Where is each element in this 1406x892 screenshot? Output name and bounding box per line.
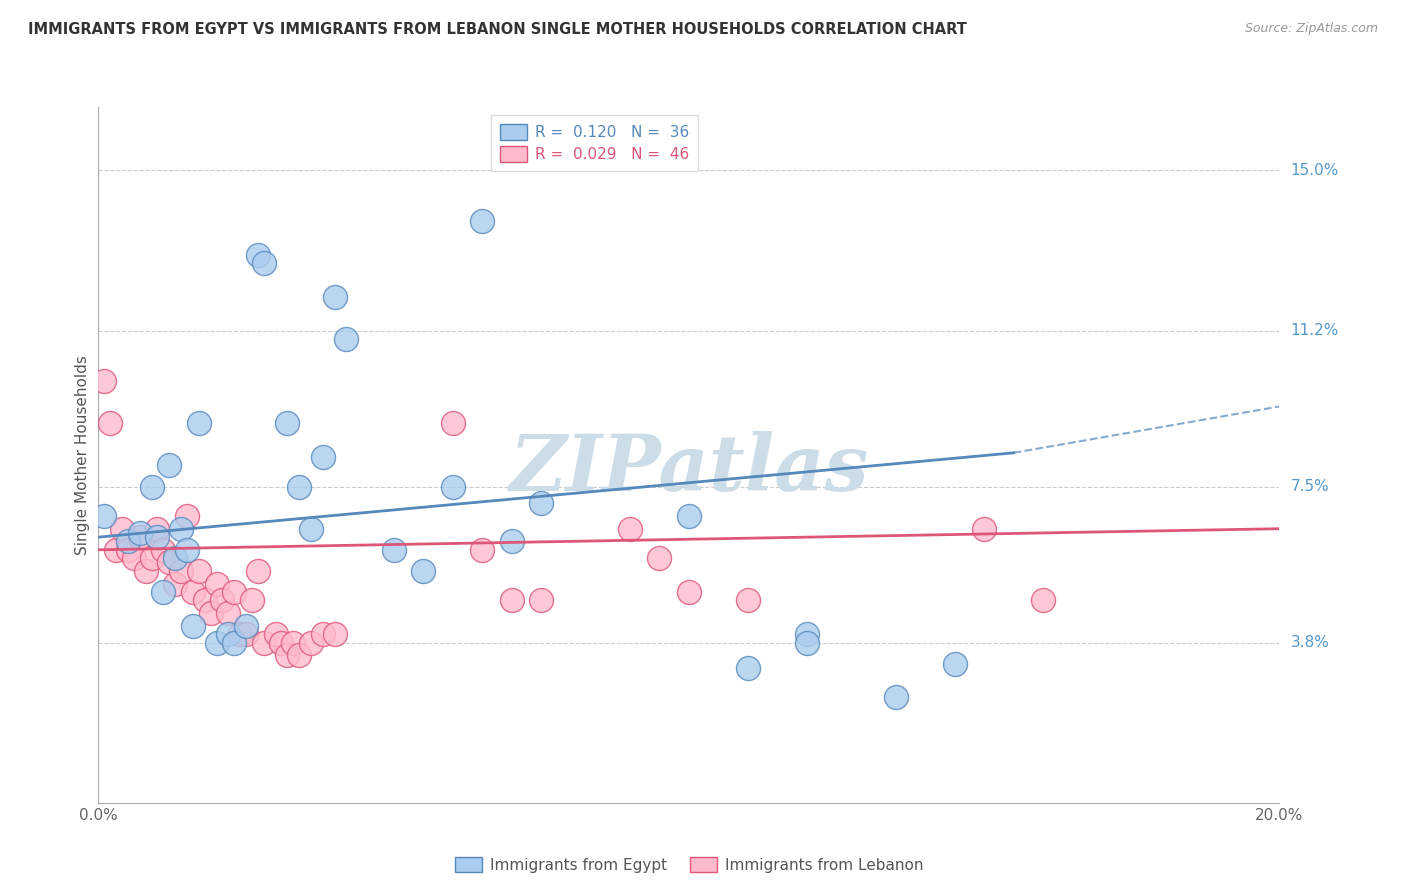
Point [943,657,966,671]
Point [501,534,523,549]
Point [205,576,228,591]
Point [973,522,995,536]
Text: 11.2%: 11.2% [1291,323,1339,338]
Point [235,618,257,632]
Point [181,585,204,599]
Point [224,635,246,649]
Point [884,690,907,705]
Point [1032,593,1054,607]
Point [176,542,198,557]
Point [146,522,169,536]
Point [170,564,193,578]
Point [299,635,322,649]
Point [229,627,252,641]
Point [157,458,180,473]
Point [253,635,276,649]
Text: IMMIGRANTS FROM EGYPT VS IMMIGRANTS FROM LEBANON SINGLE MOTHER HOUSEHOLDS CORREL: IMMIGRANTS FROM EGYPT VS IMMIGRANTS FROM… [28,22,967,37]
Point [288,648,311,663]
Point [796,635,818,649]
Point [165,576,187,591]
Point [246,247,269,261]
Point [312,450,335,464]
Point [283,635,305,649]
Point [152,585,174,599]
Point [323,290,346,304]
Point [246,564,269,578]
Point [264,627,287,641]
Point [471,542,494,557]
Text: 15.0%: 15.0% [1291,163,1339,178]
Point [152,542,174,557]
Point [441,417,464,431]
Point [205,635,228,649]
Point [187,417,209,431]
Point [299,522,322,536]
Point [181,618,204,632]
Point [737,661,759,675]
Point [122,551,145,566]
Point [217,606,239,620]
Point [335,332,357,346]
Point [135,564,157,578]
Point [117,534,139,549]
Point [128,525,150,540]
Point [240,593,263,607]
Point [530,593,553,607]
Point [678,509,700,524]
Point [98,417,121,431]
Point [312,627,335,641]
Point [235,627,257,641]
Point [117,542,139,557]
Point [187,564,209,578]
Point [323,627,346,641]
Point [141,551,163,566]
Point [128,530,150,544]
Point [224,585,246,599]
Point [105,542,128,557]
Point [678,585,700,599]
Point [276,417,298,431]
Point [796,627,818,641]
Point [176,509,198,524]
Point [194,593,217,607]
Text: 7.5%: 7.5% [1291,479,1329,494]
Y-axis label: Single Mother Households: Single Mother Households [75,355,90,555]
Point [648,551,671,566]
Point [200,606,222,620]
Point [146,530,169,544]
Text: Source: ZipAtlas.com: Source: ZipAtlas.com [1244,22,1378,36]
Point [382,542,405,557]
Point [93,374,115,388]
Point [619,522,641,536]
Point [530,496,553,510]
Point [141,479,163,493]
Point [276,648,298,663]
Point [217,627,239,641]
Point [737,593,759,607]
Point [471,214,494,228]
Point [288,479,311,493]
Legend: Immigrants from Egypt, Immigrants from Lebanon: Immigrants from Egypt, Immigrants from L… [449,850,929,879]
Point [441,479,464,493]
Point [211,593,233,607]
Point [111,522,134,536]
Point [93,509,115,524]
Text: ZIPatlas: ZIPatlas [509,431,869,507]
Point [270,635,292,649]
Point [157,556,180,570]
Point [253,256,276,270]
Point [501,593,523,607]
Point [170,522,193,536]
Text: 3.8%: 3.8% [1291,635,1330,650]
Point [165,551,187,566]
Point [412,564,434,578]
